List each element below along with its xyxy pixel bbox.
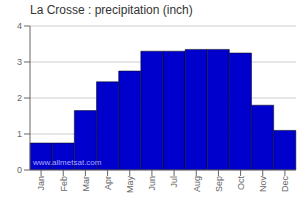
svg-text:0: 0: [17, 165, 22, 175]
svg-text:3: 3: [17, 57, 22, 67]
svg-text:Aug: Aug: [192, 176, 202, 192]
svg-text:Dec: Dec: [280, 176, 290, 193]
svg-text:Jan: Jan: [36, 176, 46, 191]
svg-text:May: May: [125, 176, 135, 194]
svg-text:Nov: Nov: [258, 176, 268, 193]
svg-text:4: 4: [17, 21, 22, 31]
svg-text:Sep: Sep: [214, 176, 224, 192]
svg-text:Jul: Jul: [169, 176, 179, 188]
svg-text:2: 2: [17, 93, 22, 103]
svg-text:Jun: Jun: [147, 176, 157, 191]
html-text:La Crosse : precipitation (inc: La Crosse : precipitation (inch): [30, 3, 193, 17]
svg-text:Apr: Apr: [103, 176, 113, 190]
svg-text:Mar: Mar: [81, 176, 91, 192]
svg-text:Feb: Feb: [59, 176, 69, 192]
svg-text:Oct: Oct: [236, 176, 246, 191]
html-text:www.allmetsat.com: www.allmetsat.com: [33, 158, 102, 167]
svg-text:1: 1: [17, 129, 22, 139]
